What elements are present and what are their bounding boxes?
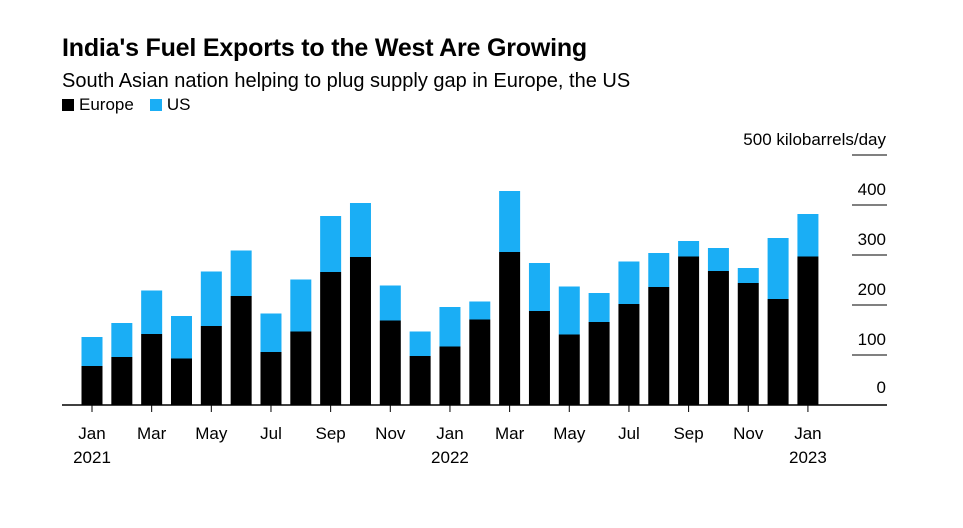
x-tick-label-2022-11: Nov xyxy=(733,424,764,443)
bar-europe-2022-08 xyxy=(648,287,670,405)
bar-europe-2021-07 xyxy=(260,352,282,405)
bar-europe-2022-05 xyxy=(558,334,580,405)
bar-europe-2022-03 xyxy=(499,252,521,405)
bar-europe-2022-12 xyxy=(767,299,789,405)
bar-us-2023-01 xyxy=(797,214,819,257)
x-tick-label-2021-05: May xyxy=(195,424,228,443)
bar-us-2022-08 xyxy=(648,253,670,287)
bar-europe-2021-05 xyxy=(200,326,222,405)
bar-europe-2021-11 xyxy=(379,320,401,405)
bar-us-2022-03 xyxy=(499,191,521,252)
x-tick-label-2021-01: Jan xyxy=(78,424,105,443)
legend-label-us: US xyxy=(166,95,191,114)
bar-europe-2021-06 xyxy=(230,296,252,405)
bar-europe-2023-01 xyxy=(797,256,819,405)
bar-us-2022-12 xyxy=(767,238,789,299)
bar-us-2021-06 xyxy=(230,250,252,296)
bar-europe-2022-10 xyxy=(707,271,729,405)
x-tick-label-2023-01: Jan xyxy=(794,424,821,443)
bar-europe-2021-12 xyxy=(409,356,431,405)
bar-europe-2022-09 xyxy=(678,256,700,405)
x-tick-label-2022-05: May xyxy=(553,424,586,443)
bar-us-2022-06 xyxy=(588,293,610,322)
bar-us-2021-01 xyxy=(81,337,103,366)
bar-europe-2021-10 xyxy=(349,257,371,405)
legend-item-us: US xyxy=(149,95,191,115)
x-tick-label-2021-09: Sep xyxy=(316,424,346,443)
x-year-label-2023: 2023 xyxy=(789,448,827,467)
x-tick-label-2022-07: Jul xyxy=(618,424,640,443)
bar-us-2022-09 xyxy=(678,241,700,257)
bar-us-2022-10 xyxy=(707,248,729,271)
y-axis-unit-label: 500 kilobarrels/day xyxy=(743,130,886,149)
legend-swatch-us xyxy=(149,99,162,111)
legend-label-europe: Europe xyxy=(79,95,134,114)
bar-europe-2021-02 xyxy=(111,357,133,405)
chart-subtitle: South Asian nation helping to plug suppl… xyxy=(62,70,631,92)
x-year-label-2021: 2021 xyxy=(73,448,111,467)
bar-europe-2022-04 xyxy=(528,311,550,405)
legend: Europe US xyxy=(62,95,200,115)
x-tick-label-2021-11: Nov xyxy=(375,424,406,443)
bar-us-2021-08 xyxy=(290,279,312,332)
x-tick-label-2022-01: Jan xyxy=(436,424,463,443)
bar-us-2022-02 xyxy=(469,301,491,320)
bar-us-2021-09 xyxy=(320,216,342,272)
legend-item-europe: Europe xyxy=(62,95,134,115)
bar-europe-2022-06 xyxy=(588,322,610,405)
legend-swatch-europe xyxy=(62,99,74,111)
y-tick-label-200: 200 xyxy=(858,280,886,299)
bar-us-2021-02 xyxy=(111,323,133,357)
bar-us-2021-07 xyxy=(260,313,282,352)
bar-europe-2021-01 xyxy=(81,366,103,405)
bar-us-2022-04 xyxy=(528,263,550,311)
bar-europe-2021-09 xyxy=(320,272,342,405)
bar-europe-2021-04 xyxy=(170,358,192,405)
bar-europe-2022-07 xyxy=(618,304,640,405)
bar-us-2021-05 xyxy=(200,271,222,326)
bar-europe-2022-11 xyxy=(737,283,759,405)
y-tick-label-0: 0 xyxy=(877,378,886,397)
bar-europe-2022-02 xyxy=(469,319,491,405)
x-tick-label-2021-03: Mar xyxy=(137,424,167,443)
y-tick-label-400: 400 xyxy=(858,180,886,199)
bar-europe-2022-01 xyxy=(439,346,461,405)
bar-europe-2021-08 xyxy=(290,331,312,405)
x-tick-label-2022-03: Mar xyxy=(495,424,525,443)
x-year-label-2022: 2022 xyxy=(431,448,469,467)
bar-us-2021-12 xyxy=(409,331,431,356)
chart-title: India's Fuel Exports to the West Are Gro… xyxy=(62,34,587,62)
bar-us-2021-03 xyxy=(141,290,163,334)
bar-us-2021-10 xyxy=(349,203,371,257)
bar-us-2022-01 xyxy=(439,307,461,347)
bar-us-2021-04 xyxy=(170,316,192,359)
bar-us-2021-11 xyxy=(379,285,401,321)
y-tick-label-100: 100 xyxy=(858,330,886,349)
bar-us-2022-05 xyxy=(558,286,580,335)
y-tick-label-300: 300 xyxy=(858,230,886,249)
x-tick-label-2022-09: Sep xyxy=(673,424,703,443)
bar-us-2022-07 xyxy=(618,261,640,304)
bar-us-2022-11 xyxy=(737,268,759,283)
bar-europe-2021-03 xyxy=(141,334,163,405)
x-tick-label-2021-07: Jul xyxy=(260,424,282,443)
